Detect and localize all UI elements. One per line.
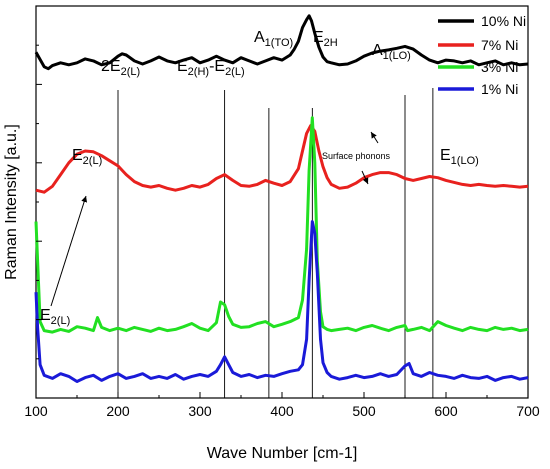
x-axis-ticks: 100 200 300 400 500 600 700 (24, 392, 540, 419)
y-axis-ticks (36, 5, 42, 399)
annotation-arrow-e2l (50, 195, 88, 307)
reference-lines (117, 88, 434, 398)
legend: 10% Ni 7% Ni 3% Ni 1% Ni (438, 13, 526, 97)
series-line (34, 14, 529, 71)
x-axis-label: Wave Number [cm-1] (207, 445, 358, 462)
x-tick-label: 700 (516, 403, 540, 419)
ref-label-a1to: A1(TO) (254, 29, 293, 49)
annotation-arrow-surface-1 (370, 131, 379, 144)
x-tick-label: 100 (24, 403, 48, 419)
series-line (35, 124, 529, 194)
series-line (34, 220, 529, 383)
series-line (34, 116, 529, 334)
legend-label-1: 1% Ni (481, 81, 518, 97)
ref-label-e2h: E2H (313, 29, 338, 49)
y-axis-label: Raman Intensity [a.u.] (3, 124, 20, 280)
legend-label-3: 3% Ni (481, 59, 518, 75)
ref-label-e1lo: E1(LO) (440, 147, 479, 167)
annotation-arrow-surface-2 (361, 170, 369, 185)
legend-label-10: 10% Ni (481, 13, 526, 29)
annotation-surface-phonons: Surface phonons (322, 151, 391, 161)
x-tick-label: 200 (106, 403, 130, 419)
x-tick-label: 300 (188, 403, 212, 419)
x-tick-label: 500 (352, 403, 376, 419)
legend-label-7: 7% Ni (481, 37, 518, 53)
series-layer (34, 14, 529, 383)
x-tick-label: 600 (434, 403, 458, 419)
x-tick-label: 400 (270, 403, 294, 419)
annotation-e2l-bottom: E2(L) (40, 307, 70, 327)
